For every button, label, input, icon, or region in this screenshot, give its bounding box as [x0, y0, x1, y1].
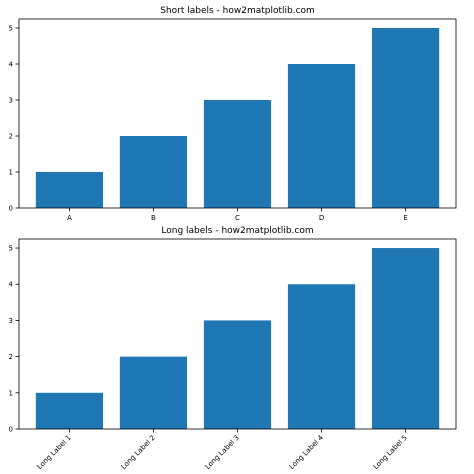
- y-tick-label: 0: [9, 426, 13, 434]
- bar: [203, 320, 272, 429]
- bar: [119, 136, 188, 208]
- bar: [371, 248, 440, 429]
- axes-frame: [18, 18, 457, 209]
- y-tick-label: 2: [9, 353, 13, 361]
- bar: [287, 284, 356, 429]
- x-tick-label: Long Label 1: [36, 434, 73, 471]
- bar: [119, 356, 188, 429]
- y-tick-label: 0: [9, 205, 13, 213]
- y-tick-label: 4: [9, 61, 14, 69]
- x-tick-label: E: [403, 214, 407, 222]
- y-tick-label: 1: [9, 389, 13, 397]
- bar: [287, 64, 356, 208]
- axes-frame: [18, 238, 457, 430]
- y-tick-label: 3: [9, 97, 13, 105]
- x-tick-label: A: [67, 214, 72, 222]
- y-tick-label: 5: [9, 25, 13, 33]
- x-tick-label: Long Label 3: [204, 434, 241, 471]
- bar: [35, 392, 104, 429]
- long-labels-chart: Long labels - how2matplotlib.com 0 1 2 3 4 5 Lo…: [9, 226, 457, 471]
- y-tick-label: 4: [9, 281, 14, 289]
- y-tick-label: 1: [9, 169, 13, 177]
- short-labels-chart: Short labels - how2matplotlib.com 0 1 2 3 4 5 A…: [9, 6, 457, 222]
- bar: [35, 172, 104, 208]
- x-tick-label: C: [235, 214, 240, 222]
- y-tick-label: 2: [9, 133, 13, 141]
- chart-title: Long labels - how2matplotlib.com: [161, 226, 313, 236]
- chart-title: Short labels - how2matplotlib.com: [160, 6, 315, 16]
- y-tick-label: 3: [9, 317, 13, 325]
- x-tick-label: B: [151, 214, 156, 222]
- bar: [371, 28, 440, 208]
- x-tick-label: Long Label 4: [288, 433, 326, 471]
- x-tick-label: Long Label 5: [372, 434, 409, 471]
- y-tick-label: 5: [9, 245, 13, 253]
- bar: [203, 100, 272, 208]
- x-tick-label: D: [319, 214, 324, 222]
- x-tick-label: Long Label 2: [120, 434, 157, 471]
